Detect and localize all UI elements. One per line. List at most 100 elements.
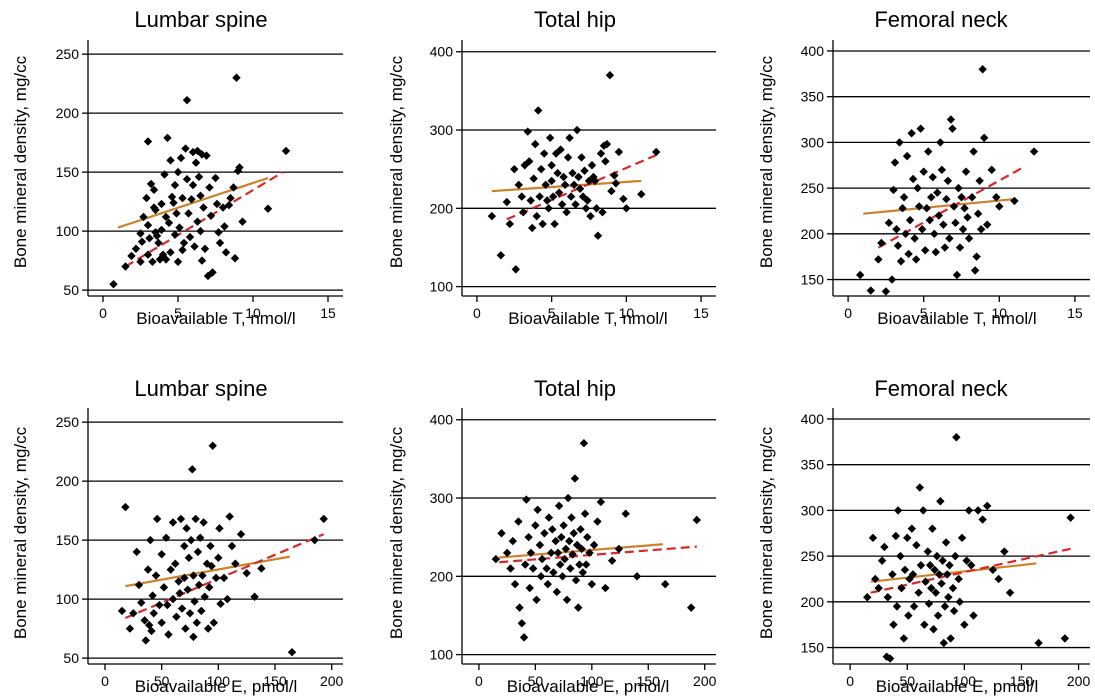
data-point [572, 540, 582, 550]
data-point [885, 654, 895, 663]
data-point [319, 514, 328, 524]
y-tick-label: 200 [56, 473, 80, 489]
data-point [925, 561, 935, 570]
y-tick-label: 100 [430, 279, 454, 295]
data-point [164, 218, 174, 228]
data-point [109, 280, 118, 289]
data-point [281, 146, 291, 156]
data-point [546, 548, 556, 558]
data-point [224, 200, 234, 210]
data-point [137, 598, 146, 607]
data-point [553, 168, 562, 178]
data-point [233, 166, 243, 176]
data-point [199, 203, 208, 212]
data-point [220, 222, 229, 231]
data-point [208, 268, 217, 277]
data-point [211, 173, 220, 183]
data-point [896, 257, 906, 266]
data-point [152, 231, 162, 241]
x-tick-label: 15 [693, 305, 709, 321]
y-tick-label: 200 [801, 226, 825, 242]
data-point [171, 559, 180, 568]
x-axis-label: Bioavailable T, nmol/l [136, 309, 295, 328]
data-point [574, 172, 583, 182]
panel-lumbar-spine-t: Lumbar spine Bioavailable T, nmol/l Bone… [11, 7, 343, 328]
y-tick-label: 100 [430, 647, 454, 663]
data-point [172, 209, 181, 218]
data-point [895, 138, 904, 147]
data-point [924, 147, 933, 156]
x-tick-label: 200 [320, 673, 344, 689]
data-point [147, 626, 156, 636]
data-point [964, 234, 974, 243]
data-point [176, 514, 186, 524]
y-tick-label: 250 [801, 548, 825, 564]
data-point [889, 620, 898, 629]
data-point [190, 242, 199, 251]
data-point [930, 229, 939, 239]
data-point [967, 561, 976, 570]
data-point [174, 577, 183, 586]
x-tick-label: 5 [920, 305, 928, 321]
data-point [893, 241, 903, 250]
x-tick-label: 0 [844, 305, 852, 321]
data-point [921, 246, 930, 255]
data-point [534, 106, 543, 115]
panel-femoral-neck-t: Femoral neck Bioavailable T, nmol/l Bone… [757, 7, 1090, 328]
data-point [205, 583, 214, 592]
data-point [940, 243, 950, 252]
data-point [183, 585, 192, 594]
data-point [601, 583, 610, 593]
x-tick-label: 50 [154, 673, 170, 689]
data-point [961, 167, 971, 176]
panel-title: Lumbar spine [134, 7, 267, 32]
data-point [139, 212, 148, 222]
data-point [952, 433, 961, 442]
data-point [887, 275, 897, 284]
data-point [550, 219, 559, 229]
data-point [890, 158, 900, 167]
data-point [607, 556, 617, 565]
data-point [904, 249, 913, 259]
data-point [893, 506, 903, 515]
data-point [521, 560, 530, 569]
data-point [593, 517, 602, 526]
data-point [198, 571, 207, 580]
data-point [905, 215, 915, 225]
data-point [160, 170, 169, 179]
data-point [170, 180, 180, 190]
trend-line-dashed [870, 547, 1071, 594]
data-point [877, 238, 886, 248]
data-point [943, 570, 952, 579]
data-point [519, 208, 528, 217]
data-point [207, 561, 216, 571]
data-point [236, 530, 246, 539]
data-point [238, 217, 247, 226]
data-point [888, 570, 897, 579]
data-point [960, 620, 969, 629]
data-point [932, 551, 942, 561]
data-point [919, 167, 928, 176]
data-point [661, 579, 670, 589]
data-point [992, 193, 1001, 202]
data-point [583, 532, 592, 542]
y-tick-label: 150 [801, 272, 825, 288]
data-point [188, 465, 197, 474]
data-point [925, 215, 934, 225]
data-point [193, 146, 202, 156]
data-point [157, 225, 166, 235]
data-point [915, 483, 925, 492]
panel-femoral-neck-e: Femoral neck Bioavailable E, pmol/l Bone… [757, 376, 1090, 696]
data-point [143, 221, 153, 230]
data-point [547, 176, 556, 186]
data-point [200, 244, 210, 254]
data-point [199, 518, 208, 527]
data-point [967, 193, 977, 202]
data-point [928, 172, 937, 182]
data-point [560, 554, 569, 564]
x-tick-label: 10 [245, 305, 261, 321]
data-point [565, 133, 574, 143]
data-point [151, 571, 161, 580]
data-point [535, 540, 545, 550]
data-point [548, 192, 558, 201]
